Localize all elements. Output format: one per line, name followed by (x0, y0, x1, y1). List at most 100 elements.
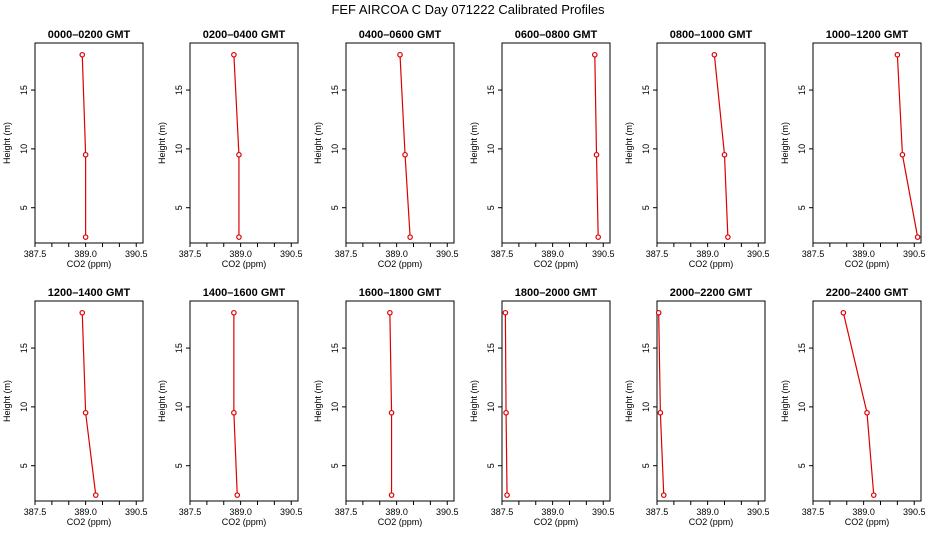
y-tick-label: 10 (174, 144, 184, 154)
data-point (711, 51, 718, 58)
y-tick-label: 5 (486, 205, 496, 210)
y-axis-label: Height (m) (780, 380, 790, 422)
x-tick-label: 387.5 (179, 507, 202, 517)
y-axis-label: Height (m) (313, 122, 323, 164)
y-axis-label: Height (m) (2, 380, 12, 422)
x-tick-label: 390.5 (125, 507, 148, 517)
x-tick-label: 387.5 (646, 249, 669, 259)
x-tick-label: 387.5 (24, 507, 47, 517)
x-tick-label: 390.5 (125, 249, 148, 259)
y-tick-label: 15 (19, 85, 29, 95)
plot-frame (345, 300, 455, 502)
y-tick-label: 5 (174, 205, 184, 210)
data-point (79, 309, 86, 316)
x-tick-label: 390.5 (436, 507, 459, 517)
x-tick-label: 389.0 (229, 249, 252, 259)
x-tick-label: 390.5 (280, 507, 303, 517)
x-axis-label: CO2 (ppm) (845, 517, 890, 527)
plot-frame (501, 300, 611, 502)
data-point (725, 234, 731, 240)
x-tick-label: 387.5 (335, 507, 358, 517)
data-point (82, 234, 89, 240)
y-axis-label: Height (m) (469, 122, 479, 164)
x-axis-label: CO2 (ppm) (689, 259, 734, 269)
x-tick-label: 390.5 (903, 249, 926, 259)
chart-panel-8: 1400–1600 GMT 387.5 389.0 390.5 5 10 15 CO2 (pp… (157, 287, 303, 527)
data-point (870, 492, 877, 498)
y-tick-label: 10 (174, 402, 184, 412)
plot-frame (656, 42, 766, 244)
x-tick-label: 389.0 (541, 507, 564, 517)
x-tick-label: 387.5 (802, 507, 825, 517)
y-tick-label: 15 (486, 343, 496, 353)
y-tick-label: 15 (797, 85, 807, 95)
data-point (894, 51, 901, 58)
chart-panel-5: 0800–1000 GMT 387.5 389.0 390.5 5 10 15 CO2 (pp… (624, 29, 770, 269)
y-tick-label: 15 (641, 85, 651, 95)
y-tick-label: 5 (641, 463, 651, 468)
x-tick-label: 389.0 (74, 507, 97, 517)
panel-title: 0200–0400 GMT (203, 29, 286, 41)
y-tick-label: 15 (641, 343, 651, 353)
panel-title: 2000–2200 GMT (670, 287, 753, 299)
data-point (655, 309, 662, 316)
data-point (721, 151, 728, 158)
y-tick-label: 10 (641, 144, 651, 154)
y-tick-label: 5 (330, 205, 340, 210)
data-point (231, 51, 237, 58)
y-tick-label: 15 (174, 343, 184, 353)
x-tick-label: 389.0 (229, 507, 252, 517)
y-axis-label: Height (m) (469, 380, 479, 422)
data-point (657, 409, 664, 416)
y-tick-label: 10 (641, 402, 651, 412)
panel-title: 1800–2000 GMT (515, 287, 598, 299)
data-point (864, 409, 870, 416)
data-point (231, 309, 237, 316)
x-tick-label: 387.5 (802, 249, 825, 259)
y-tick-label: 5 (19, 463, 29, 468)
data-point (503, 409, 509, 416)
data-point (82, 409, 89, 416)
data-point (899, 151, 906, 158)
plot-frame (34, 42, 144, 244)
y-tick-label: 10 (797, 402, 807, 412)
x-tick-label: 387.5 (335, 249, 358, 259)
y-tick-label: 10 (486, 144, 496, 154)
x-tick-label: 389.0 (541, 249, 564, 259)
x-tick-label: 390.5 (592, 249, 615, 259)
y-tick-label: 5 (797, 463, 807, 468)
x-axis-label: CO2 (ppm) (67, 517, 112, 527)
data-point (840, 309, 847, 316)
panel-title: 1400–1600 GMT (203, 287, 286, 299)
x-tick-label: 387.5 (646, 507, 669, 517)
x-axis-label: CO2 (ppm) (845, 259, 890, 269)
x-tick-label: 389.0 (696, 249, 719, 259)
data-point (82, 151, 89, 158)
plot-frame (34, 300, 144, 502)
chart-panel-1: 0000–0200 GMT 387.5 389.0 390.5 5 10 15 CO2 (pp… (2, 29, 148, 269)
data-point (592, 51, 598, 58)
y-axis-label: Height (m) (780, 122, 790, 164)
x-tick-label: 387.5 (179, 249, 202, 259)
chart-panel-4: 0600–0800 GMT 387.5 389.0 390.5 5 10 15 CO2 (pp… (469, 29, 615, 269)
x-tick-label: 390.5 (903, 507, 926, 517)
data-point (234, 492, 241, 498)
x-tick-label: 389.0 (696, 507, 719, 517)
y-tick-label: 15 (330, 343, 340, 353)
chart-panel-10: 1800–2000 GMT 387.5 389.0 390.5 5 10 15 CO2 (pp… (469, 287, 615, 527)
x-tick-label: 389.0 (385, 249, 408, 259)
y-tick-label: 15 (797, 343, 807, 353)
data-point (92, 492, 99, 498)
plot-frame (812, 42, 922, 244)
data-point (504, 492, 510, 498)
panel-title: 2200–2400 GMT (826, 287, 909, 299)
y-tick-label: 15 (19, 343, 29, 353)
x-tick-label: 390.5 (592, 507, 615, 517)
chart-panels: 0000–0200 GMT 387.5 389.0 390.5 5 10 15 CO2 (pp… (2, 29, 926, 527)
y-tick-label: 5 (330, 463, 340, 468)
x-tick-label: 387.5 (24, 249, 47, 259)
x-axis-label: CO2 (ppm) (689, 517, 734, 527)
x-tick-label: 390.5 (436, 249, 459, 259)
chart-panel-6: 1000–1200 GMT 387.5 389.0 390.5 5 10 15 CO2 (pp… (780, 29, 926, 269)
